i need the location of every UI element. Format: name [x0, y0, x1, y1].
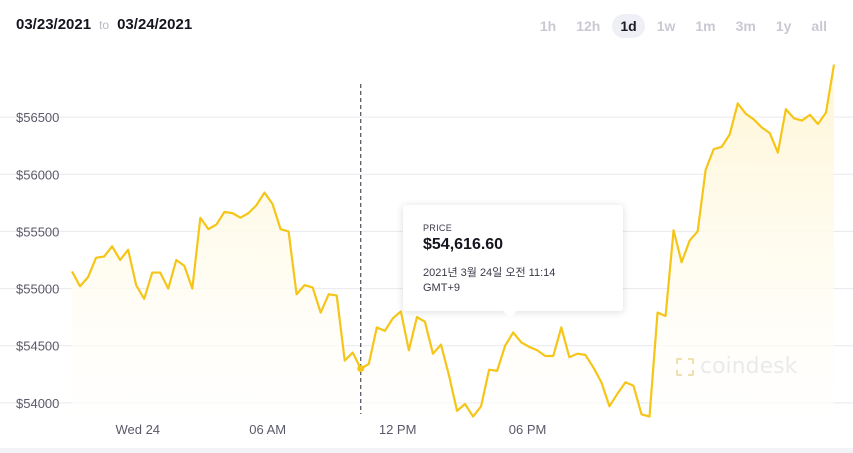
y-tick-label: $54000 — [16, 396, 59, 411]
x-tick-label: 12 PM — [379, 422, 417, 437]
range-button-12h[interactable]: 12h — [576, 18, 601, 34]
tooltip-arrow — [503, 311, 517, 318]
tooltip-date: 2021년 3월 24일 오전 11:14 GMT+9 — [423, 266, 603, 296]
x-tick-label: Wed 24 — [115, 422, 160, 437]
y-tick-label: $56000 — [16, 167, 59, 182]
tooltip-label: PRICE — [423, 223, 453, 233]
y-tick-label: $54500 — [16, 339, 59, 354]
to-date[interactable]: 03/24/2021 — [117, 16, 193, 33]
y-tick-label: $56500 — [16, 110, 59, 125]
watermark-text: coindesk — [700, 354, 798, 379]
to-label: to — [99, 18, 110, 32]
range-button-1w[interactable]: 1w — [656, 18, 676, 34]
price-area — [72, 64, 834, 421]
range-button-1y[interactable]: 1y — [775, 18, 792, 34]
from-date[interactable]: 03/23/2021 — [16, 16, 92, 33]
coindesk-logo-icon — [676, 357, 694, 376]
tooltip-date-line1: 2021년 3월 24일 오전 11:14 — [423, 267, 556, 279]
y-tick-label: $55500 — [16, 224, 59, 239]
range-button-1d[interactable]: 1d — [612, 14, 645, 38]
price-line — [71, 64, 836, 418]
range-button-all[interactable]: all — [811, 18, 827, 34]
range-button-1m[interactable]: 1m — [695, 18, 716, 34]
hover-point — [357, 365, 365, 373]
time-range-selector: 1h 12h 1d 1w 1m 3m 1y all — [532, 14, 835, 38]
date-range-header: 03/23/2021 to 03/24/2021 — [16, 16, 192, 33]
tooltip-price: $54,616.60 — [423, 236, 504, 253]
range-button-3m[interactable]: 3m — [735, 18, 756, 34]
range-button-1h[interactable]: 1h — [539, 18, 557, 34]
x-tick-label: 06 AM — [249, 422, 286, 437]
watermark: coindesk — [676, 354, 797, 379]
price-tooltip: PRICE $54,616.60 2021년 3월 24일 오전 11:14 G… — [403, 205, 623, 318]
tooltip-date-line2: GMT+9 — [423, 282, 460, 294]
y-tick-label: $55000 — [16, 282, 59, 297]
bottom-strip — [0, 448, 853, 453]
x-tick-label: 06 PM — [509, 422, 547, 437]
